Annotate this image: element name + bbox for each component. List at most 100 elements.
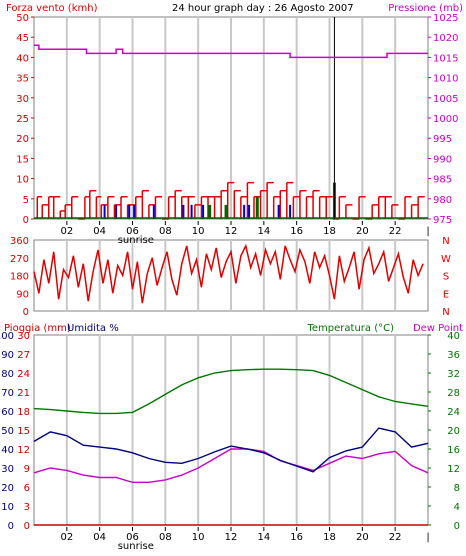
temperature-label: Temperatura (°C) [306,323,394,334]
calm-wind-marker [289,204,292,219]
dew-point-label: Dew Point [413,323,463,334]
wind-direction-line [33,243,424,304]
thp-axis-tick-label: 22 [389,532,402,543]
pressure-ytick-label: 1000 [433,114,458,125]
pressure-line [34,44,428,59]
thp-axis-sunrise-label: sunrise [118,541,154,552]
calm-wind-marker [103,204,106,219]
humidity-ytick-label: 70 [1,388,14,399]
temperature-ytick-label: 28 [447,388,460,399]
rain-ytick-label: 3 [24,502,30,513]
wind-ytick-label: 35 [16,74,29,85]
calm-wind-marker [243,204,246,219]
wind-ytick-label: 20 [16,134,29,145]
thp-axis-tick-label: 18 [323,532,336,543]
pressure-ytick-label: 1020 [433,33,458,44]
wind-axis-tick-label: 12 [225,226,238,237]
thp-axis-tick-label: 10 [192,532,205,543]
wind-axis-tick-label: 08 [159,226,172,237]
direction-ytick-label: 90 [16,289,29,300]
compass-ytick-label: S [443,272,449,283]
wind-axis-tick-label: 04 [93,226,106,237]
temperature-ytick-label: 0 [454,521,460,532]
wind-ytick-label: 50 [16,13,29,24]
thp-axis-tick-label: 04 [93,532,106,543]
dew-point-line [33,448,429,483]
temperature-ytick-label: 12 [447,464,460,475]
rain-ytick-label: 27 [17,350,30,361]
pressure-ytick-label: 990 [433,154,452,165]
wind-gust-bar [255,196,259,219]
wind-ytick-label: 40 [16,53,29,64]
wind-ytick-label: 45 [16,33,29,44]
direction-ytick-label: 270 [10,254,29,265]
wind-axis-end-tick: | [426,226,429,237]
wind-speed-title: Forza vento (kmh) [6,3,98,14]
direction-ytick-label: 180 [10,272,29,283]
thp-axis-tick-label: 02 [60,532,73,543]
thp-axis-tick-label: 06 [126,532,139,543]
calm-wind-marker [152,204,155,219]
wind-ytick-label: 10 [16,175,29,186]
calm-wind-marker [128,204,131,219]
graph-title: 24 hour graph day : 26 Agosto 2007 [172,3,354,14]
rain-ytick-label: 6 [24,483,30,494]
wind-ytick-label: 15 [16,154,29,165]
compass-ytick-label: N [442,236,449,247]
compass-ytick-label: W [441,254,451,265]
rain-ytick-label: 21 [17,388,30,399]
temperature-line [33,368,429,415]
wind-ytick-label: 25 [16,114,29,125]
calm-wind-marker [133,204,136,219]
rain-ytick-label: 15 [17,426,30,437]
thp-axis-tick-label: 16 [290,532,303,543]
temperature-ytick-label: 32 [447,369,460,380]
pressure-ytick-label: 1015 [433,53,458,64]
pressure-ytick-label: 1005 [433,94,458,105]
wind-gust-bar [208,204,212,219]
humidity-line [33,427,429,473]
rain-ytick-label: 0 [24,521,30,532]
thp-axis-tick-label: 12 [225,532,238,543]
humidity-ytick-label: 50 [1,426,14,437]
rain-ytick-label: 18 [17,407,30,418]
humidity-ytick-label: 60 [1,407,14,418]
pressure-title: Pressione (mb) [388,3,463,14]
calm-wind-marker [115,204,118,219]
calm-wind-marker [277,204,280,219]
wind-axis-sunrise-label: sunrise [118,235,154,246]
pressure-ytick-label: 995 [433,134,452,145]
pressure-ytick-label: 980 [433,195,452,206]
rain-ytick-label: 9 [24,464,30,475]
humidity-ytick-label: 30 [1,464,14,475]
compass-ytick-label: N [442,307,449,318]
wind-gust-bar [224,204,228,219]
pressure-ytick-label: 975 [433,215,452,226]
temperature-ytick-label: 8 [454,483,460,494]
wind-axis-tick-label: 10 [192,226,205,237]
calm-wind-marker [190,204,193,219]
rain-ytick-label: 30 [17,331,30,342]
humidity-ytick-label: 20 [1,483,14,494]
rain-ytick-label: 24 [17,369,30,380]
compass-ytick-label: E [443,289,449,300]
wind-ytick-label: 5 [23,195,29,206]
pressure-ytick-label: 1025 [433,13,458,24]
wind-axis-tick-label: 18 [323,226,336,237]
wind-axis-tick-label: 20 [356,226,369,237]
thp-axis-tick-label: 20 [356,532,369,543]
wind-axis-tick-label: 22 [389,226,402,237]
thp-axis-tick-label: 08 [159,532,172,543]
temperature-ytick-label: 40 [447,331,460,342]
wind-axis-tick-label: 14 [257,226,270,237]
humidity-ytick-label: 100 [0,331,14,342]
direction-ytick-label: 0 [23,307,29,318]
rain-label: Pioggia (mm) [4,323,71,334]
wind-axis-tick-label: 16 [290,226,303,237]
humidity-ytick-label: 40 [1,445,14,456]
temperature-ytick-label: 20 [447,426,460,437]
thp-axis-tick-label: 14 [257,532,270,543]
